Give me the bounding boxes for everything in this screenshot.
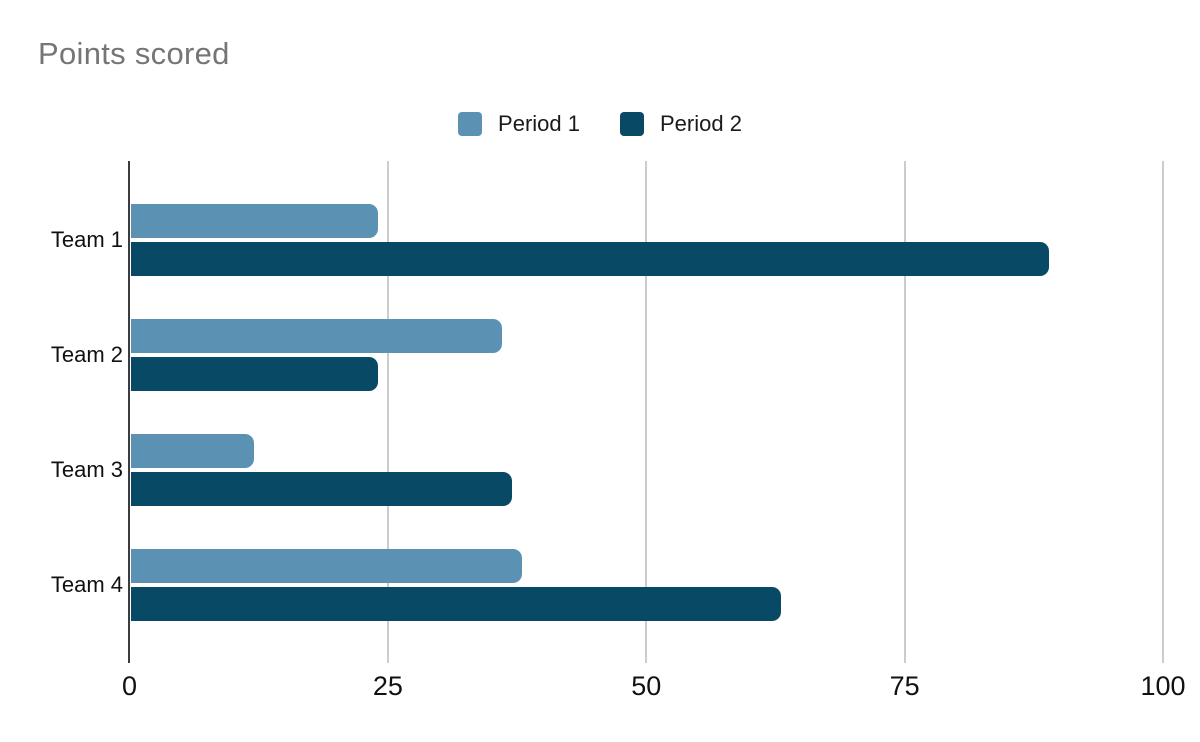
legend-label: Period 2 [660,111,742,136]
y-axis-category-label: Team 4 [50,572,123,598]
chart-title: Points scored [38,36,230,71]
legend-swatch-period-1 [458,112,483,136]
y-axis-category-label: Team 2 [50,341,123,367]
bar-period-1-team-1 [130,203,378,238]
gridline [645,161,648,663]
bar-period-2-team-1 [130,241,1050,276]
gridline [903,161,906,663]
x-axis-tick-label: 50 [631,671,662,701]
bar-period-2-team-2 [130,356,378,391]
gridline [1162,161,1164,663]
bar-period-2-team-4 [130,587,781,622]
y-axis-category-label: Team 1 [50,226,123,252]
y-axis-category-label: Team 3 [50,457,123,483]
x-axis-tick-label: 100 [1140,671,1186,701]
x-axis-tick-label: 0 [121,671,138,701]
bar-period-1-team-3 [130,434,254,469]
legend-item-period-2: Period 2 [620,111,742,137]
x-axis-tick-label: 25 [372,671,403,701]
legend: Period 1 Period 2 [0,111,1200,137]
bar-period-2-team-3 [130,472,512,507]
legend-label: Period 1 [498,111,580,136]
legend-swatch-period-2 [620,112,644,136]
bar-period-1-team-4 [130,549,523,584]
y-axis-line [128,161,130,663]
legend-item-period-1: Period 1 [458,111,580,137]
gridline [386,161,389,663]
x-axis-tick-label: 75 [889,671,920,701]
bar-period-1-team-2 [130,318,502,353]
